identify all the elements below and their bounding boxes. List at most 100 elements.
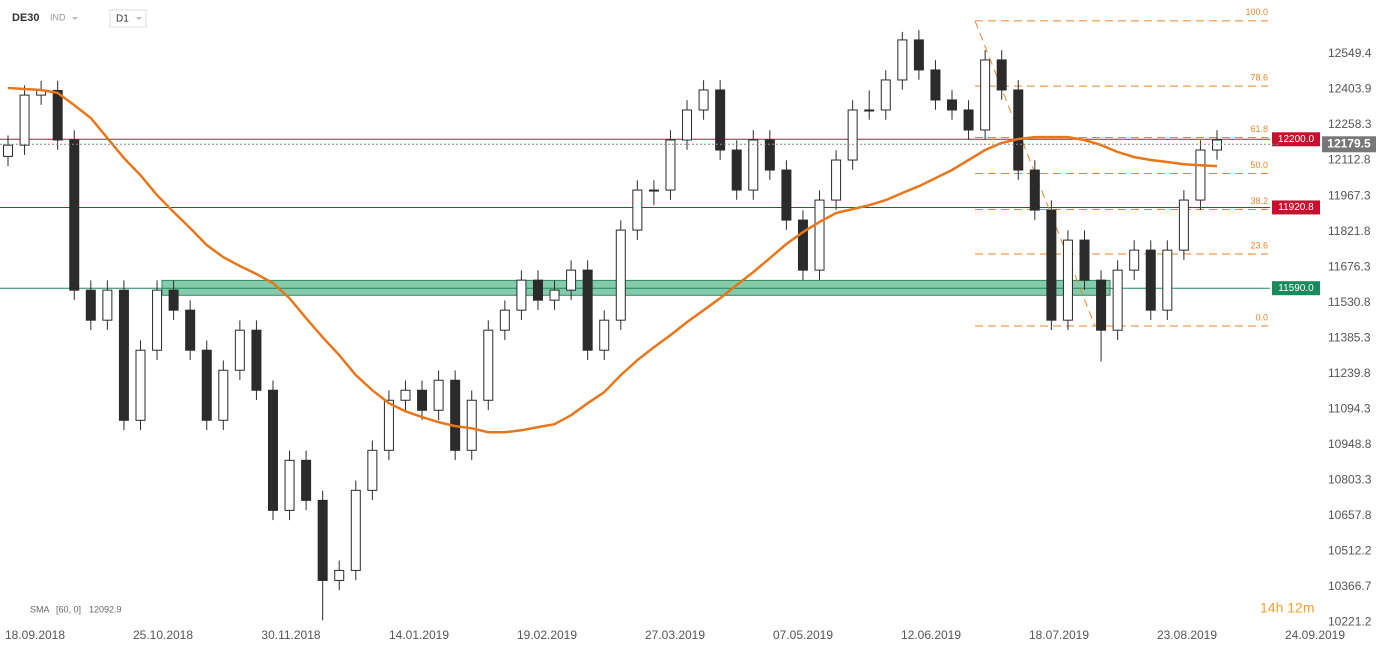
candle-body	[1079, 239, 1090, 281]
candle-body	[582, 269, 593, 351]
candle-body	[814, 199, 825, 271]
candle-body	[168, 289, 179, 311]
candle-body	[499, 309, 510, 331]
candle-body	[698, 89, 709, 111]
candle-body	[1129, 249, 1140, 271]
candle-body	[980, 59, 991, 131]
candle-body	[267, 389, 278, 511]
candle-body	[731, 149, 742, 191]
candle-body	[400, 389, 411, 401]
dropdown-arrow[interactable]	[72, 17, 78, 20]
y-tick-label: 10948.8	[1328, 437, 1372, 451]
candle-body	[1178, 199, 1189, 251]
candle-body	[781, 169, 792, 221]
candle-body	[1062, 239, 1073, 321]
y-tick-label: 12549.4	[1328, 46, 1372, 60]
candle-body	[1112, 269, 1123, 331]
x-tick-label: 07.05.2019	[773, 628, 833, 642]
x-tick-label: 25.10.2018	[133, 628, 193, 642]
candle-body	[665, 139, 676, 191]
candle-body	[234, 329, 245, 371]
x-tick-label: 19.02.2019	[517, 628, 577, 642]
candle-body	[847, 109, 858, 161]
timer: 14h 12m	[1260, 600, 1314, 616]
sma-line	[7, 86, 1218, 434]
current-price-label: 12179.5	[1327, 136, 1371, 150]
candle-body	[615, 229, 626, 321]
candle-body	[383, 399, 394, 451]
candle-body	[1013, 89, 1024, 171]
symbol[interactable]: DE30	[12, 12, 40, 24]
y-tick-label: 12258.3	[1328, 117, 1372, 131]
candle-body	[218, 369, 229, 421]
y-tick-label: 11821.8	[1328, 224, 1371, 238]
candle-body	[334, 569, 345, 581]
x-tick-label: 18.07.2019	[1029, 628, 1089, 642]
y-tick-label: 12403.9	[1328, 82, 1372, 96]
y-tick-label: 11385.3	[1328, 330, 1371, 344]
candle-body	[417, 389, 428, 411]
y-tick-label: 10657.8	[1328, 508, 1372, 522]
y-tick-label: 11530.8	[1328, 295, 1371, 309]
candle-body	[864, 109, 875, 112]
y-tick-label: 10512.2	[1328, 544, 1372, 558]
candle-body	[118, 289, 129, 421]
level-label: 12200.0	[1278, 134, 1315, 145]
candle-body	[433, 379, 444, 411]
candle-body	[632, 189, 643, 231]
candle-body	[913, 39, 924, 71]
dropdown-arrow[interactable]	[136, 17, 142, 20]
candle-body	[85, 289, 96, 321]
candle-body	[1145, 249, 1156, 311]
y-tick-label: 11967.3	[1328, 188, 1371, 202]
x-tick-label: 30.11.2018	[261, 628, 320, 642]
candle-body	[466, 399, 477, 451]
candle-body	[1212, 139, 1222, 151]
sma-last: 12092.9	[89, 604, 122, 614]
candle-body	[19, 94, 30, 146]
market: IND	[50, 12, 66, 22]
candle-body	[1162, 249, 1173, 311]
fib-label: 50.0	[1250, 160, 1268, 170]
candle-body	[284, 459, 295, 511]
candle-body	[251, 329, 262, 391]
candle-body	[797, 219, 808, 271]
candle-body	[1046, 209, 1057, 321]
candle-body	[367, 449, 378, 491]
candle-body	[185, 309, 196, 351]
fib-label: 61.8	[1250, 124, 1268, 134]
candle-body	[748, 139, 759, 191]
candle-body	[135, 349, 146, 421]
x-tick-label: 12.06.2019	[901, 628, 961, 642]
candle-body	[532, 279, 543, 301]
y-tick-label: 11239.8	[1328, 366, 1371, 380]
fib-label: 100.0	[1245, 7, 1268, 17]
sma-params: [60, 0]	[56, 604, 81, 614]
y-tick-label: 10221.2	[1328, 615, 1372, 629]
candle-body	[648, 189, 659, 192]
candle-body	[599, 319, 610, 351]
candle-body	[549, 289, 560, 301]
candle-body	[831, 159, 842, 201]
current-price-box	[1322, 136, 1376, 153]
y-tick-label: 10366.7	[1328, 579, 1372, 593]
candle-body	[483, 329, 494, 401]
fib-label: 23.6	[1250, 240, 1268, 250]
candle-body	[1195, 149, 1206, 201]
interval-box[interactable]	[109, 9, 147, 28]
candle-body	[69, 139, 80, 291]
interval[interactable]: D1	[116, 14, 129, 25]
fib-label: 38.2	[1250, 196, 1268, 206]
sma-name: SMA	[30, 604, 50, 614]
candle-body	[350, 489, 361, 571]
candle-body	[880, 79, 891, 111]
candle-body	[152, 289, 163, 351]
candle-body	[301, 459, 312, 501]
y-tick-label: 11676.3	[1328, 259, 1371, 273]
level-box	[1272, 281, 1320, 296]
y-tick-label: 11094.3	[1328, 401, 1371, 415]
candle-body	[715, 89, 726, 151]
level-box	[1272, 200, 1320, 215]
level-box	[1272, 132, 1320, 147]
